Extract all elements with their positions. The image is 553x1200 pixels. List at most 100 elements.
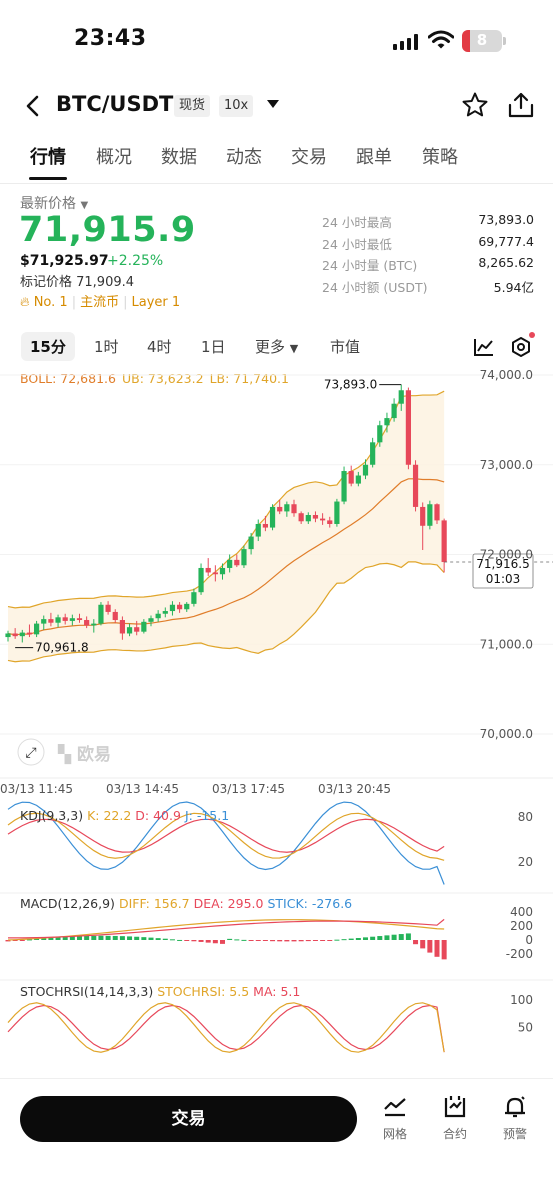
candle: [41, 619, 47, 624]
alert-button[interactable]: 预警: [492, 1095, 538, 1142]
macd-bar: [112, 935, 118, 940]
interval-more[interactable]: 更多 ▼: [255, 338, 299, 356]
candle: [12, 633, 18, 637]
candle: [162, 611, 168, 614]
candle: [391, 403, 397, 419]
macd-bar: [84, 935, 90, 940]
stochrsi-ma-line: [7, 1004, 445, 1053]
share-icon[interactable]: [507, 91, 535, 119]
contract-button[interactable]: 合约: [432, 1095, 478, 1142]
x-axis-label: 03/13 17:45: [212, 782, 285, 796]
candle: [62, 617, 68, 621]
high-marker-label: 73,893.0: [324, 378, 377, 392]
last-price-label[interactable]: 最新价格 ▼: [20, 196, 89, 212]
last-price-box: [472, 553, 534, 589]
candle: [334, 501, 340, 524]
header: BTC/USDT 现货 10x: [0, 84, 553, 128]
tag-main[interactable]: 主流币: [80, 295, 120, 310]
battery-level: 8: [476, 31, 488, 49]
macd-bar: [334, 939, 340, 941]
macd-bar: [48, 937, 54, 940]
candle: [184, 603, 190, 610]
kdj-d-line: [7, 818, 445, 853]
macd-bar: [55, 937, 61, 940]
caret-down-icon[interactable]: [266, 98, 280, 110]
interval-4h[interactable]: 4时: [147, 338, 172, 356]
kdj-level-label: 20: [518, 855, 533, 869]
macd-bar: [255, 940, 261, 941]
boll-mid-line: [7, 478, 445, 636]
candle: [348, 471, 354, 484]
leverage-tag[interactable]: 10x: [219, 95, 254, 117]
tab-market[interactable]: 行情: [30, 147, 66, 168]
macd-bar: [284, 940, 290, 942]
watermark-label: ▚ 欧易: [57, 743, 111, 765]
market-cap-tab[interactable]: 市值: [330, 338, 361, 356]
trade-button[interactable]: 交易: [20, 1096, 357, 1142]
tag-rank[interactable]: No. 1: [33, 295, 68, 310]
tab-trade[interactable]: 交易: [291, 147, 327, 168]
candle: [412, 464, 419, 507]
tab-news[interactable]: 动态: [226, 147, 262, 168]
stats-panel: 24 小时最高 73,893.0 24 小时最低 69,777.4 24 小时量 (…: [322, 212, 534, 298]
macd-level-label: 200: [510, 919, 533, 933]
candle: [427, 504, 433, 526]
candle: [105, 604, 111, 612]
settings-icon[interactable]: [510, 336, 532, 358]
macd-bar: [12, 940, 18, 941]
candle: [262, 523, 268, 528]
y-axis-label: 71,000.0: [480, 637, 533, 651]
status-time: 23:43: [74, 26, 147, 51]
market-tag: 现货: [174, 95, 211, 117]
x-axis-label: 03/13 11:45: [0, 782, 73, 796]
price-chart[interactable]: 73,893.0 70,961.8 71,916.501:03 ⤢ ▚ 欧易 74,00…: [0, 365, 553, 1078]
candle: [441, 520, 447, 563]
stochrsi-ma: MA: 5.1: [253, 984, 301, 999]
stat-row: 24 小时最低 69,777.4: [322, 233, 534, 252]
price-change: +2.25%: [107, 253, 164, 269]
macd-bar: [248, 940, 254, 941]
macd-bar: [205, 940, 211, 943]
status-bar: 23:43 8: [0, 0, 553, 80]
stochrsi-legend: STOCHRSI(14,14,3,3) STOCHRSI: 5.5 MA: 5.1: [20, 984, 300, 999]
last-price-label: 71,916.5: [476, 557, 529, 571]
stochrsi-line: [7, 1002, 445, 1053]
expand-icon: ⤢: [25, 745, 36, 761]
boll-lower-line: [7, 561, 445, 663]
macd-bar: [212, 940, 218, 944]
stochrsi-level-label: 100: [510, 993, 533, 1007]
tab-data[interactable]: 数据: [161, 147, 197, 168]
macd-bar: [270, 940, 276, 942]
candle: [91, 623, 97, 626]
tab-overview[interactable]: 概况: [96, 147, 132, 168]
kdj-level-label: 80: [518, 810, 533, 824]
candle: [305, 515, 311, 522]
candle: [141, 621, 147, 632]
stat-row: 24 小时量 (BTC) 8,265.62: [322, 255, 534, 273]
indicator-icon[interactable]: [473, 337, 495, 357]
macd-diff-line: [7, 919, 445, 941]
wifi-icon: [428, 30, 454, 49]
candle: [177, 604, 183, 610]
candle: [320, 518, 326, 521]
interval-1d[interactable]: 1日: [201, 338, 226, 356]
price-usd: $71,925.97: [20, 253, 109, 269]
star-icon[interactable]: [461, 91, 489, 119]
macd-bar: [220, 940, 225, 944]
tab-strategy[interactable]: 策略: [422, 147, 458, 168]
interval-15m[interactable]: 15分: [21, 332, 75, 361]
candle: [341, 471, 347, 502]
back-icon[interactable]: [20, 92, 48, 120]
candle: [134, 627, 140, 632]
kdj-name: KDJ(9,3,3): [20, 808, 84, 823]
expand-button: [17, 738, 45, 766]
candle: [370, 442, 376, 465]
candle: [255, 523, 261, 537]
macd-bar: [355, 937, 361, 940]
tag-layer[interactable]: Layer 1: [131, 295, 181, 310]
grid-button[interactable]: 网格: [372, 1095, 418, 1142]
interval-1h[interactable]: 1时: [94, 338, 119, 356]
tab-copy-trading[interactable]: 跟单: [356, 147, 392, 168]
candle: [212, 572, 218, 575]
pair-title[interactable]: BTC/USDT: [56, 92, 174, 116]
